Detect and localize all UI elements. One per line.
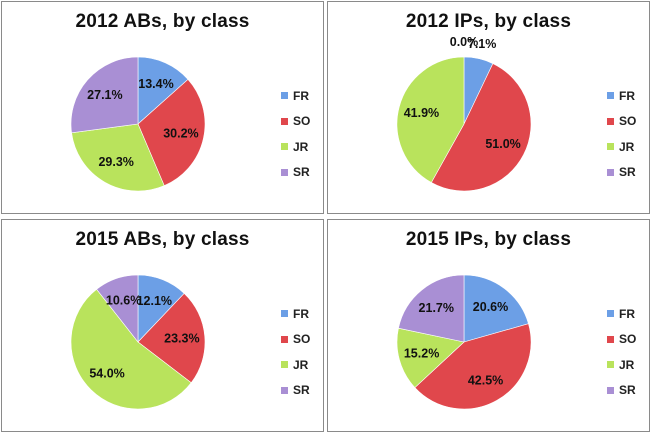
pie-chart: 12.1% 23.3% 54.0% 10.6% xyxy=(70,274,206,410)
legend-item-jr: JR xyxy=(281,352,310,378)
chart-title: 2015 ABs, by class xyxy=(75,229,250,250)
legend: FR SO JR SR xyxy=(607,83,636,185)
chart-title: 2012 IPs, by class xyxy=(405,11,572,32)
legend-swatch xyxy=(281,335,288,343)
legend: FR SO JR SR xyxy=(281,83,310,185)
legend-item-sr: SR xyxy=(281,378,310,404)
legend-swatch xyxy=(281,361,288,369)
legend-item-so: SO xyxy=(607,327,636,353)
legend-label: SR xyxy=(619,383,636,398)
chart-panel-2015-abs: 2015 ABs, by class 12.1% 23.3% 54.0% 10.6% … xyxy=(1,219,324,432)
legend-item-fr: FR xyxy=(281,301,310,327)
pie-chart: 20.6% 42.5% 15.2% 21.7% xyxy=(396,274,532,410)
legend-label: SO xyxy=(619,114,637,129)
legend-item-jr: JR xyxy=(281,134,310,160)
pie-slice-sr xyxy=(70,56,139,134)
legend-swatch xyxy=(281,168,288,176)
legend: FR SO JR SR xyxy=(607,301,636,403)
pie-slice-fr xyxy=(463,274,529,343)
legend-swatch xyxy=(281,310,288,318)
data-label-fr: 12.1% xyxy=(137,294,172,308)
legend-label: FR xyxy=(619,306,635,321)
pie-slice-so xyxy=(137,293,206,384)
data-label-jr: 15.2% xyxy=(404,347,439,361)
pie-slice-so xyxy=(430,63,532,192)
legend-item-sr: SR xyxy=(281,160,310,186)
legend-label: FR xyxy=(619,88,635,103)
data-label-so: 30.2% xyxy=(163,127,198,141)
legend-item-fr: FR xyxy=(607,301,636,327)
pie-slice-so xyxy=(137,78,206,187)
legend-swatch xyxy=(607,143,614,151)
legend-label: SR xyxy=(293,165,310,180)
data-label-sr: 27.1% xyxy=(87,88,122,102)
pie-slice-fr xyxy=(137,56,189,125)
legend-label: SO xyxy=(293,114,311,129)
legend-label: SO xyxy=(293,332,311,347)
legend-swatch xyxy=(607,92,614,100)
legend-swatch xyxy=(607,310,614,318)
legend-label: SR xyxy=(619,165,636,180)
legend-swatch xyxy=(607,117,614,125)
data-label-fr: 13.4% xyxy=(138,77,173,91)
data-label-so: 42.5% xyxy=(468,373,503,387)
legend-label: JR xyxy=(293,357,309,372)
pie-chart: 7.1% 51.0% 41.9% 0.0% xyxy=(396,35,532,192)
legend-item-fr: FR xyxy=(281,83,310,109)
legend-label: SO xyxy=(619,332,637,347)
chart-panel-2015-ips: 2015 IPs, by class 20.6% 42.5% 15.2% 21.7% … xyxy=(327,219,650,432)
pie-slice-so xyxy=(414,323,532,410)
data-label-jr: 41.9% xyxy=(404,106,439,120)
legend-label: JR xyxy=(293,139,309,154)
data-label-jr: 29.3% xyxy=(98,155,133,169)
legend-swatch xyxy=(281,92,288,100)
legend-label: FR xyxy=(293,88,309,103)
legend-item-so: SO xyxy=(281,327,310,353)
data-label-so: 51.0% xyxy=(485,137,520,151)
chart-title: 2012 ABs, by class xyxy=(75,11,250,32)
data-label-sr: 10.6% xyxy=(106,293,141,307)
legend-swatch xyxy=(607,361,614,369)
pie-slice-sr xyxy=(96,274,139,343)
legend-swatch xyxy=(607,168,614,176)
legend: FR SO JR SR xyxy=(281,301,310,403)
legend-label: FR xyxy=(293,306,309,321)
pie-slice-jr xyxy=(71,123,165,192)
legend-label: JR xyxy=(619,357,635,372)
legend-item-sr: SR xyxy=(607,160,636,186)
legend-item-jr: JR xyxy=(607,352,636,378)
data-label-sr: 0.0% xyxy=(450,35,479,49)
chart-title: 2015 IPs, by class xyxy=(405,229,572,250)
legend-swatch xyxy=(607,335,614,343)
legend-item-so: SO xyxy=(281,109,310,135)
data-label-fr: 7.1% xyxy=(468,37,497,51)
pie-slice-jr xyxy=(396,56,465,183)
pie-slice-sr xyxy=(398,274,465,343)
pie-slice-jr xyxy=(70,288,192,410)
legend-item-so: SO xyxy=(607,109,636,135)
legend-swatch xyxy=(607,386,614,394)
pie-slice-jr xyxy=(396,327,465,388)
data-label-so: 23.3% xyxy=(164,332,199,346)
chart-panel-2012-abs: 2012 ABs, by class 13.4% 30.2% 29.3% 27.1% … xyxy=(1,1,324,214)
data-label-fr: 20.6% xyxy=(473,300,508,314)
pie-chart: 13.4% 30.2% 29.3% 27.1% xyxy=(70,56,206,192)
legend-swatch xyxy=(281,386,288,394)
legend-item-fr: FR xyxy=(607,83,636,109)
chart-panel-2012-ips: 2012 IPs, by class 7.1% 51.0% 41.9% 0.0% FR… xyxy=(327,1,650,214)
legend-item-sr: SR xyxy=(607,378,636,404)
data-label-jr: 54.0% xyxy=(89,366,124,380)
legend-swatch xyxy=(281,117,288,125)
legend-item-jr: JR xyxy=(607,134,636,160)
legend-swatch xyxy=(281,143,288,151)
legend-label: SR xyxy=(293,383,310,398)
data-label-sr: 21.7% xyxy=(419,301,454,315)
legend-label: JR xyxy=(619,139,635,154)
